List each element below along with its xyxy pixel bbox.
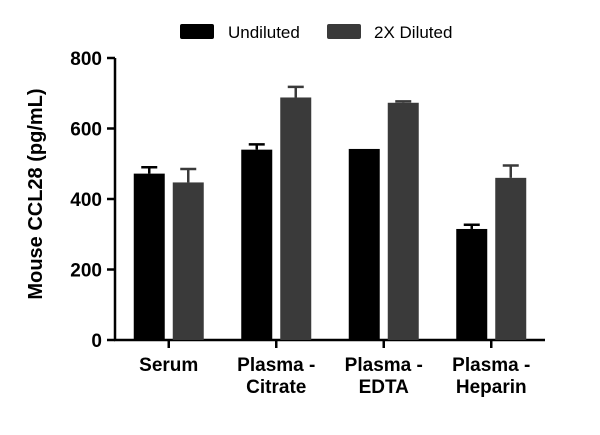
bar-undiluted [348, 148, 380, 340]
y-tick-label: 800 [70, 49, 102, 70]
bar-2x-diluted [280, 97, 312, 340]
bar-undiluted [133, 173, 165, 340]
x-tick-label: Plasma - [345, 355, 423, 376]
bar-2x-diluted [387, 102, 419, 340]
legend-label: Undiluted [228, 23, 300, 42]
x-tick-label: Plasma - [452, 355, 530, 376]
legend-swatch [180, 24, 214, 39]
x-tick-label: Serum [139, 355, 198, 376]
bar-2x-diluted [172, 182, 204, 340]
bar-2x-diluted [495, 177, 527, 340]
y-tick-label: 400 [70, 190, 102, 211]
y-axis: 0 200 400 600 800 [70, 49, 117, 352]
x-tick-label: Citrate [246, 377, 306, 398]
bar-undiluted [241, 149, 273, 340]
legend: Undiluted 2X Diluted [180, 23, 452, 42]
y-axis-label: Mouse CCL28 (pg/mL) [25, 88, 47, 299]
y-tick-label: 0 [91, 331, 102, 352]
bar-undiluted [456, 228, 488, 340]
y-tick-label: 200 [70, 261, 102, 282]
legend-swatch [327, 24, 361, 39]
x-tick-label: Heparin [456, 377, 527, 398]
x-tick-label: EDTA [359, 377, 410, 398]
legend-label: 2X Diluted [374, 23, 452, 42]
x-tick-label: Plasma - [237, 355, 315, 376]
y-tick-label: 600 [70, 120, 102, 141]
bars-group [133, 85, 527, 340]
